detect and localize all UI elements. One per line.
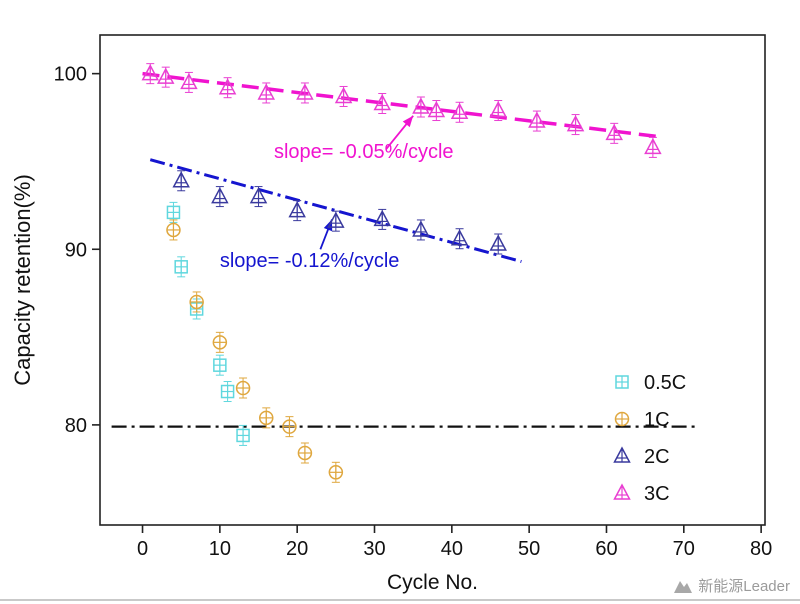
series-point-3C <box>180 71 198 93</box>
slope-annotation-2c: slope= -0.12%/cycle <box>220 250 400 272</box>
y-tick-label: 100 <box>54 64 87 86</box>
series-point-3C <box>373 92 391 114</box>
series-point-2C <box>249 186 268 208</box>
series-point-2C <box>450 228 469 250</box>
legend-item-2C: 2C <box>613 446 670 468</box>
series-point-0.5C <box>220 381 235 403</box>
series-point-1C <box>259 407 274 429</box>
legend-marker-0.5C <box>615 375 629 389</box>
trend-line-2c <box>149 158 522 264</box>
series-point-3C <box>334 85 353 107</box>
series-point-3C <box>489 100 507 122</box>
series-point-3C <box>218 77 237 99</box>
legend-label-1C: 1C <box>644 409 670 431</box>
series-point-3C <box>156 66 175 88</box>
y-tick-label: 90 <box>65 239 87 261</box>
series-point-3C <box>427 100 446 122</box>
x-tick-label: 10 <box>209 538 231 560</box>
series-point-3C <box>644 136 662 158</box>
x-tick-label: 30 <box>363 538 385 560</box>
watermark: 新能源Leader <box>673 578 790 594</box>
legend-label-3C: 3C <box>644 483 670 505</box>
watermark-logo-icon <box>674 581 693 593</box>
legend-marker-1C <box>614 411 630 427</box>
legend-item-3C: 3C <box>613 483 670 505</box>
series-point-3C <box>450 101 469 123</box>
series-point-1C <box>328 461 344 483</box>
series-point-0.5C <box>213 354 227 376</box>
slope-annotation-3c-arrowhead <box>402 115 414 128</box>
series-point-3C <box>296 82 314 104</box>
x-axis-title: Cycle No. <box>387 571 478 594</box>
x-tick-label: 70 <box>673 538 695 560</box>
x-tick-label: 80 <box>750 538 772 560</box>
series-point-0.5C <box>174 256 188 278</box>
series-point-1C <box>189 291 204 313</box>
series-point-0.5C <box>166 201 181 223</box>
series-point-2C <box>172 170 190 192</box>
x-tick-label: 60 <box>595 538 617 560</box>
series-point-0.5C <box>236 424 250 446</box>
series-point-3C <box>605 122 623 144</box>
bottom-divider <box>0 599 800 601</box>
trend-line-3c <box>142 71 661 139</box>
series-point-3C <box>566 114 585 136</box>
series-point-3C <box>412 96 430 118</box>
legend-marker-2C <box>613 446 631 463</box>
watermark-text: 新能源Leader <box>698 577 790 595</box>
series-point-2C <box>211 186 229 208</box>
series-point-1C <box>235 377 251 399</box>
series-point-1C <box>297 442 313 464</box>
series-point-2C <box>373 208 391 230</box>
x-tick-label: 40 <box>441 538 463 560</box>
legend-marker-3C <box>613 483 631 500</box>
series-point-1C <box>212 331 228 353</box>
y-tick-label: 80 <box>65 415 87 437</box>
series-point-3C <box>141 63 160 85</box>
slope-annotation-3c: slope= -0.05%/cycle <box>274 141 454 163</box>
plot-frame <box>99 34 766 526</box>
x-tick-label: 50 <box>518 538 540 560</box>
legend-label-2C: 2C <box>644 446 670 468</box>
x-tick-label: 0 <box>137 538 148 560</box>
legend-label-0.5C: 0.5C <box>644 372 686 394</box>
y-axis-title: Capacity retention(%) <box>10 174 35 386</box>
series-point-2C <box>288 200 306 222</box>
series-point-2C <box>489 233 507 255</box>
series-point-1C <box>282 416 297 438</box>
legend-item-0.5C: 0.5C <box>615 372 686 394</box>
x-tick-label: 20 <box>286 538 308 560</box>
series-point-1C <box>166 219 181 241</box>
series-point-2C <box>327 210 345 232</box>
legend-item-1C: 1C <box>614 409 670 431</box>
series-point-3C <box>257 82 276 104</box>
series-point-2C <box>412 219 430 241</box>
series-point-3C <box>528 110 546 132</box>
